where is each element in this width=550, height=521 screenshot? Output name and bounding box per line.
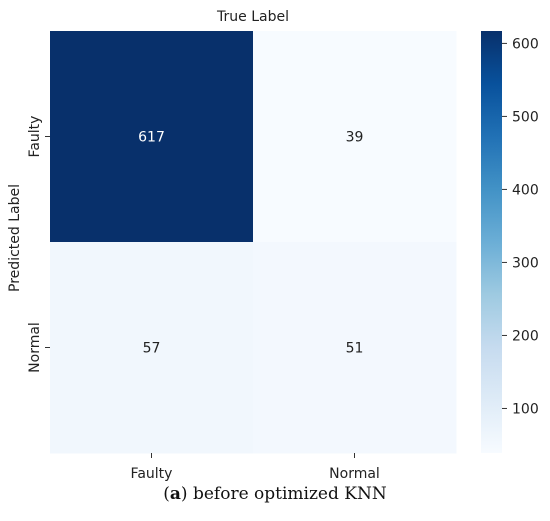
heatmap-cell xyxy=(253,31,457,243)
cell-annotations: 617 39 57 51 xyxy=(138,130,363,357)
chart-title: True Label xyxy=(216,9,289,25)
y-axis-label: Predicted Label xyxy=(7,184,23,292)
x-tick-label: Faulty xyxy=(131,466,173,482)
confusion-matrix-chart: True Label Predicted Label 617 39 57 51 Fau… xyxy=(7,9,539,482)
caption-label: a xyxy=(169,484,181,504)
cell-value-label: 39 xyxy=(346,130,364,146)
figure-caption: (a) before optimized KNN xyxy=(163,484,387,504)
colorbar-tick-label: 600 xyxy=(512,36,539,52)
colorbar-ticks: 100 200 300 400 500 600 xyxy=(502,36,539,417)
y-tick-label: Faulty xyxy=(27,116,43,158)
x-tick-label: Normal xyxy=(329,466,380,482)
y-tick-label: Normal xyxy=(27,322,43,373)
y-axis-ticks: Faulty Normal xyxy=(27,116,50,373)
heatmap-cells xyxy=(50,31,457,454)
heatmap-cell xyxy=(50,242,254,454)
colorbar-tick-label: 300 xyxy=(512,255,539,271)
colorbar-tick-label: 400 xyxy=(512,182,539,198)
x-axis-ticks: Faulty Normal xyxy=(131,453,380,482)
caption-text: before optimized KNN xyxy=(192,484,387,504)
colorbar xyxy=(481,31,502,453)
cell-value-label: 51 xyxy=(346,341,364,357)
cell-value-label: 57 xyxy=(143,341,161,357)
cell-value-label: 617 xyxy=(138,130,165,146)
heatmap-cell xyxy=(50,31,254,243)
heatmap-cell xyxy=(253,242,457,454)
colorbar-tick-label: 200 xyxy=(512,328,539,344)
colorbar-tick-label: 100 xyxy=(512,401,539,417)
colorbar-tick-label: 500 xyxy=(512,109,539,125)
